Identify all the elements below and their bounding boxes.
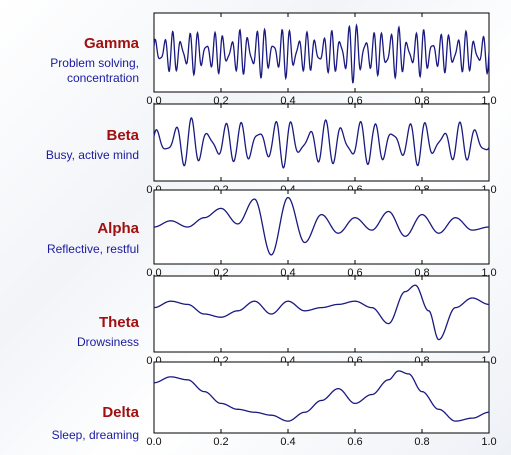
- x-tick-label-delta: 0.8: [414, 436, 429, 448]
- band-desc-theta: Drowsiness: [76, 335, 139, 349]
- band-title-gamma: Gamma: [83, 35, 139, 52]
- wave-line-delta: [153, 370, 490, 422]
- plot-frame-delta: [153, 361, 490, 434]
- chart-alpha: 0.0 0.2 0.4 0.6 0.8 1.0: [146, 189, 497, 279]
- chart-beta: 0.00.20.40.60.81.0: [146, 103, 497, 196]
- band-desc-beta: Busy, active mind: [45, 148, 139, 162]
- band-desc-delta: Sleep, dreaming: [51, 428, 139, 442]
- band-title-alpha: Alpha: [97, 220, 139, 237]
- x-tick-label-delta: 0.4: [280, 436, 295, 448]
- x-tick-label-delta: 1.0: [481, 436, 496, 448]
- band-title-beta: Beta: [106, 127, 139, 144]
- chart-theta: 0.0 0.2 0.4 0.6 0.8 1.0: [146, 275, 497, 367]
- band-title-theta: Theta: [98, 314, 139, 331]
- x-tick-label-delta: 0.0: [146, 436, 161, 448]
- wave-line-theta: [153, 284, 490, 341]
- x-tick-label-delta: 0.6: [347, 436, 362, 448]
- chart-delta: 0.0 0.2 0.4 0.6 0.8 1.0: [146, 361, 497, 448]
- band-desc-gamma-line2: concentration: [66, 71, 139, 85]
- band-desc-alpha: Reflective, restful: [46, 242, 139, 256]
- wave-line-beta: [153, 117, 490, 169]
- band-title-delta: Delta: [102, 404, 139, 421]
- chart-gamma: 0.0 0.2 0.4 0.6 0.8 1.0: [146, 12, 497, 107]
- wave-line-gamma: [153, 23, 490, 84]
- wave-line-alpha: [153, 196, 489, 256]
- plot-frame-theta: [153, 275, 490, 353]
- x-tick-label-delta: 0.2: [213, 436, 228, 448]
- plot-frame-alpha: [153, 189, 490, 265]
- band-desc-gamma-line1: Problem solving,: [50, 56, 139, 70]
